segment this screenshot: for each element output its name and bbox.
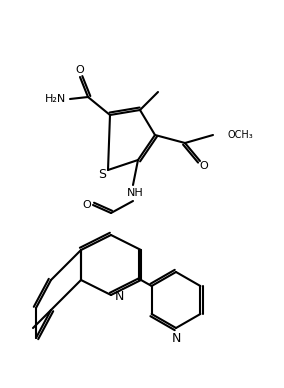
Text: H₂N: H₂N (45, 94, 66, 104)
Text: NH: NH (127, 188, 143, 198)
Text: N: N (171, 331, 181, 345)
Text: S: S (98, 168, 106, 180)
Text: O: O (83, 200, 91, 210)
Text: O: O (200, 161, 208, 171)
Text: O: O (76, 65, 84, 75)
Text: N: N (114, 291, 124, 303)
Text: OCH₃: OCH₃ (227, 130, 253, 140)
